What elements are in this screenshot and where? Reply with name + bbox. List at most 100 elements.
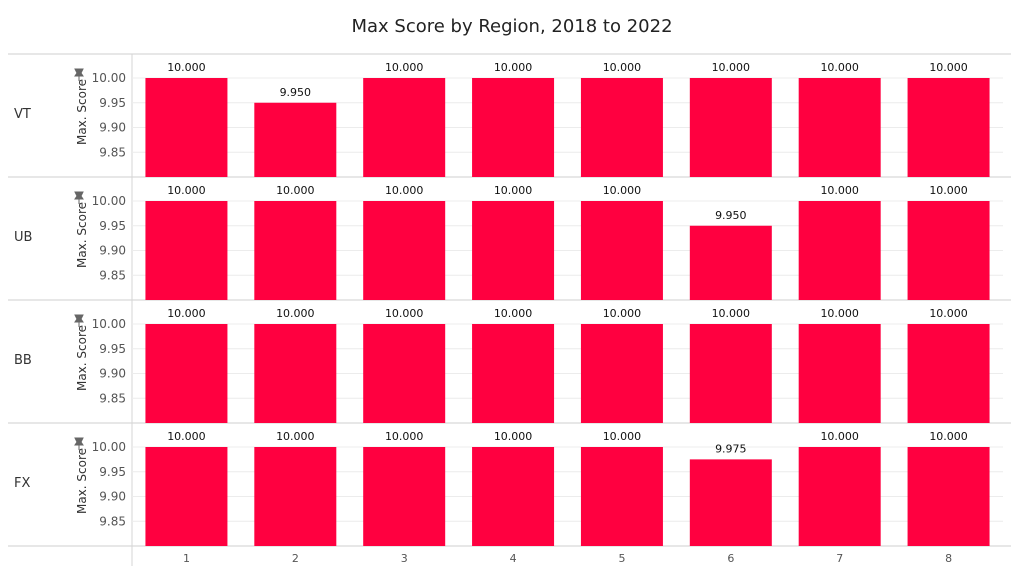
bar — [798, 447, 881, 546]
y-axis-title: Max. Score — [75, 448, 89, 514]
bar — [580, 78, 663, 177]
bar-value-label: 10.000 — [929, 307, 968, 320]
bar-value-label: 10.000 — [167, 430, 206, 443]
bar-value-label: 10.000 — [603, 184, 642, 197]
bar — [472, 447, 555, 546]
bar-value-label: 10.000 — [712, 61, 751, 74]
y-tick-label: 9.95 — [99, 96, 126, 110]
y-tick-label: 9.90 — [99, 367, 126, 381]
y-tick-label: 10.00 — [92, 194, 126, 208]
bar-value-label: 10.000 — [603, 430, 642, 443]
bar-value-label: 10.000 — [494, 307, 533, 320]
bar-value-label: 9.950 — [715, 209, 747, 222]
bar — [363, 324, 446, 423]
bar-value-label: 10.000 — [385, 61, 424, 74]
bar — [145, 201, 228, 300]
bar — [254, 324, 337, 423]
x-tick-label: 7 — [836, 552, 843, 565]
bar-value-label: 10.000 — [167, 184, 206, 197]
bar-value-label: 10.000 — [929, 61, 968, 74]
y-tick-label: 10.00 — [92, 440, 126, 454]
bar — [689, 78, 772, 177]
row-label-vt: VT — [14, 107, 31, 122]
bar-value-label: 10.000 — [712, 307, 751, 320]
bar-value-label: 10.000 — [276, 430, 315, 443]
bar-value-label: 10.000 — [167, 307, 206, 320]
bar-value-label: 10.000 — [385, 430, 424, 443]
bar-value-label: 10.000 — [385, 184, 424, 197]
bar — [798, 201, 881, 300]
row-label-fx: FX — [14, 476, 30, 491]
y-tick-label: 10.00 — [92, 71, 126, 85]
x-tick-label: 2 — [292, 552, 299, 565]
bar — [580, 201, 663, 300]
y-tick-label: 10.00 — [92, 317, 126, 331]
bar — [363, 447, 446, 546]
bar — [907, 78, 990, 177]
bar-value-label: 10.000 — [820, 307, 859, 320]
y-tick-label: 9.85 — [99, 145, 126, 159]
y-tick-label: 9.85 — [99, 391, 126, 405]
pin-icon — [74, 314, 84, 327]
pin-icon — [74, 191, 84, 204]
row-label-ub: UB — [14, 230, 32, 245]
bar — [798, 324, 881, 423]
bar — [907, 201, 990, 300]
x-tick-label: 3 — [401, 552, 408, 565]
y-tick-label: 9.85 — [99, 268, 126, 282]
bar — [689, 324, 772, 423]
bar — [472, 78, 555, 177]
bar — [472, 201, 555, 300]
bar — [472, 324, 555, 423]
bar-value-label: 9.975 — [715, 442, 747, 455]
bar-value-label: 10.000 — [494, 61, 533, 74]
x-tick-label: 8 — [945, 552, 952, 565]
bar — [689, 459, 772, 546]
y-tick-label: 9.95 — [99, 342, 126, 356]
bar-value-label: 10.000 — [385, 307, 424, 320]
bar — [363, 78, 446, 177]
y-tick-label: 9.90 — [99, 490, 126, 504]
y-tick-label: 9.90 — [99, 121, 126, 135]
bar-value-label: 10.000 — [494, 184, 533, 197]
y-axis-title: Max. Score — [75, 202, 89, 268]
bar — [145, 324, 228, 423]
bar — [798, 78, 881, 177]
bar-value-label: 10.000 — [603, 61, 642, 74]
bar-value-label: 10.000 — [276, 307, 315, 320]
bar — [145, 78, 228, 177]
y-tick-label: 9.85 — [99, 514, 126, 528]
y-tick-label: 9.95 — [99, 465, 126, 479]
x-tick-label: 4 — [510, 552, 517, 565]
bar-value-label: 9.950 — [280, 86, 312, 99]
bar — [254, 201, 337, 300]
x-tick-label: 5 — [618, 552, 625, 565]
x-tick-label: 6 — [727, 552, 734, 565]
bar-value-label: 10.000 — [820, 184, 859, 197]
bar — [907, 324, 990, 423]
y-tick-label: 9.90 — [99, 244, 126, 258]
pin-icon — [74, 437, 84, 450]
row-label-bb: BB — [14, 353, 32, 368]
bar — [145, 447, 228, 546]
y-axis-title: Max. Score — [75, 325, 89, 391]
bar — [907, 447, 990, 546]
bar — [254, 102, 337, 177]
bar-value-label: 10.000 — [929, 184, 968, 197]
bar-value-label: 10.000 — [820, 430, 859, 443]
bar-value-label: 10.000 — [929, 430, 968, 443]
bar — [580, 324, 663, 423]
y-axis-title: Max. Score — [75, 79, 89, 145]
x-tick-label: 1 — [183, 552, 190, 565]
chart-title: Max Score by Region, 2018 to 2022 — [351, 16, 673, 37]
pin-icon — [74, 68, 84, 81]
bar-value-label: 10.000 — [167, 61, 206, 74]
bar-value-label: 10.000 — [276, 184, 315, 197]
bar-value-label: 10.000 — [820, 61, 859, 74]
bar — [254, 447, 337, 546]
bar-value-label: 10.000 — [494, 430, 533, 443]
bar — [363, 201, 446, 300]
bar — [689, 225, 772, 300]
